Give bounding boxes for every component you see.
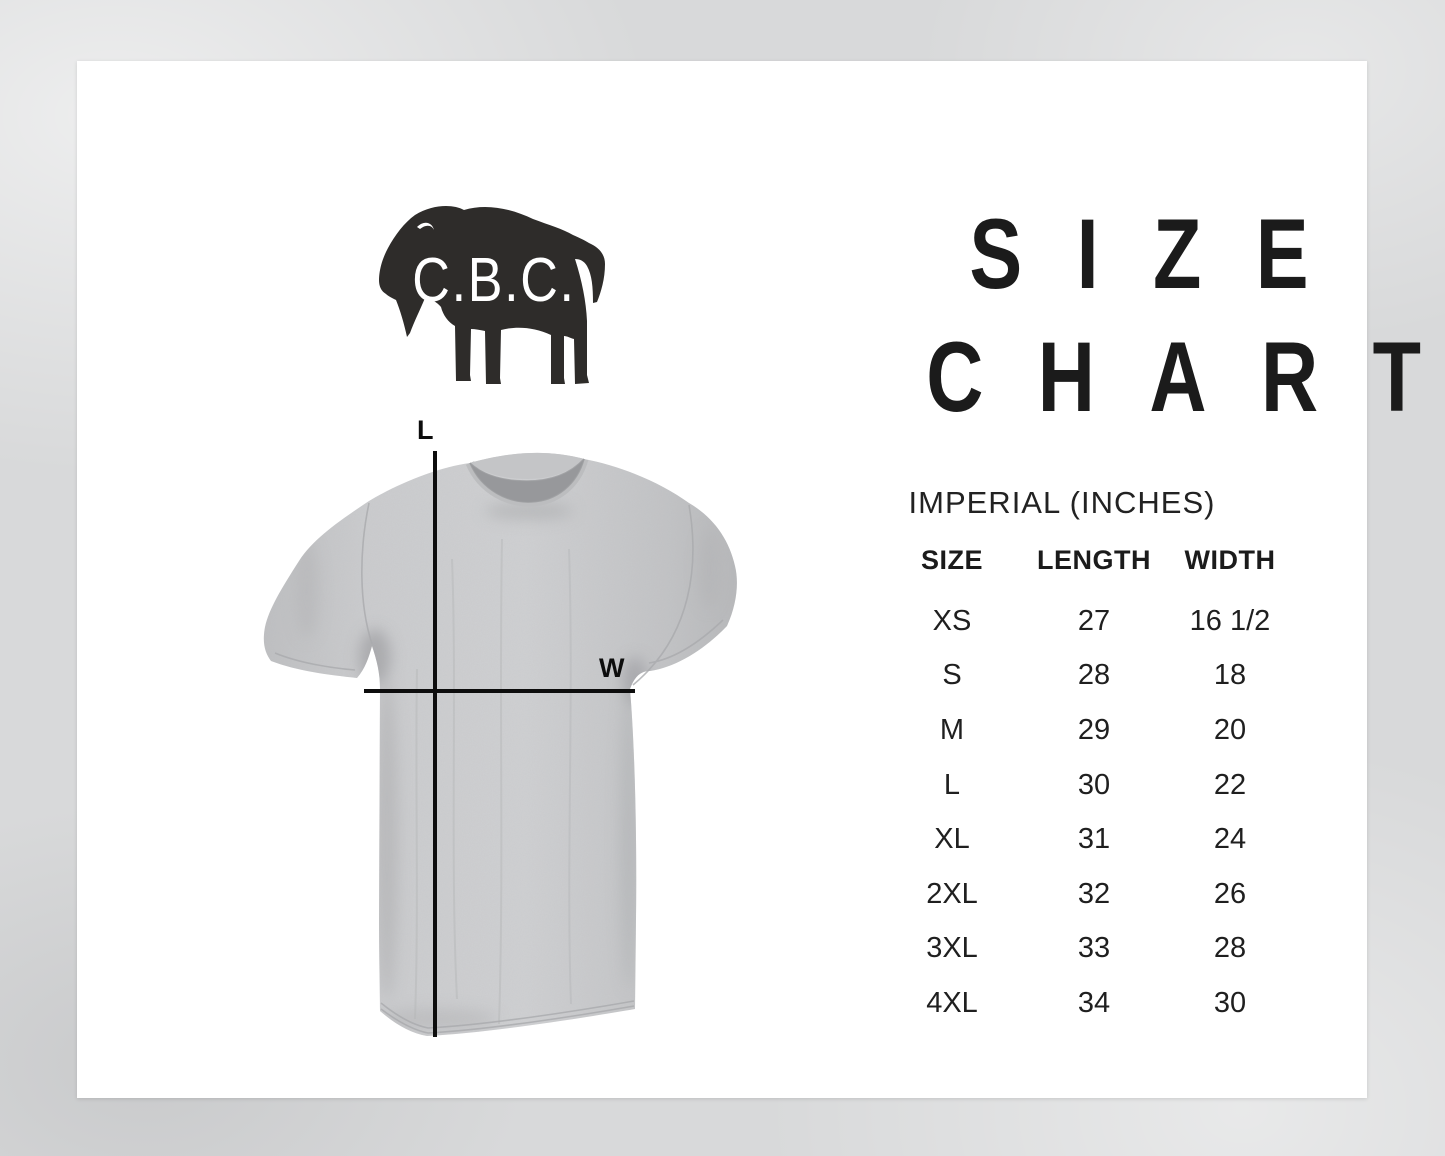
length-label: L	[417, 415, 434, 445]
cell-size: XL	[934, 823, 970, 856]
buffalo-logo: C.B.C.	[379, 205, 605, 384]
seams	[274, 502, 724, 1034]
buffalo-icon	[379, 205, 605, 384]
cell-length: 34	[1077, 986, 1111, 1019]
size-table-body: XS 27 16 1/2 S 28 18 M 29 20 L 30 22 XL …	[852, 594, 1324, 1031]
header-cell-size: SIZE	[920, 545, 983, 575]
table-row: S 28 18	[852, 649, 1324, 704]
collar-opening	[470, 459, 584, 503]
width-label: W	[599, 653, 625, 683]
buffalo-horn	[417, 222, 434, 230]
size-table-header: SIZE LENGTH WIDTH	[852, 543, 1324, 577]
header-cell-length: LENGTH	[1037, 545, 1151, 575]
table-row: 3XL 33 28	[852, 922, 1324, 977]
cell-size: L	[943, 768, 961, 801]
table-row: XS 27 16 1/2	[852, 594, 1324, 649]
cell-size: 4XL	[926, 986, 978, 1019]
cell-size: 3XL	[926, 932, 978, 965]
collar-inner-back	[470, 452, 584, 479]
page-title-line2: CHART	[926, 321, 1445, 432]
table-row: M 29 20	[852, 703, 1324, 758]
cell-length: 31	[1077, 823, 1111, 856]
units-subtitle: IMPERIAL (INCHES)	[908, 485, 1216, 520]
tshirt-image	[263, 452, 737, 1037]
cell-size: M	[939, 713, 965, 746]
cell-width: 22	[1213, 768, 1247, 801]
cell-length: 33	[1077, 932, 1111, 965]
cell-size: XS	[932, 604, 972, 637]
cell-length: 29	[1077, 713, 1111, 746]
collar-stitch	[469, 458, 585, 482]
page-title-line1: SIZE	[969, 198, 1364, 309]
table-row: L 30 22	[852, 758, 1324, 813]
cell-width: 20	[1213, 713, 1247, 746]
cell-width: 30	[1213, 986, 1247, 1019]
width-line	[364, 689, 635, 693]
cell-length: 27	[1077, 604, 1111, 637]
table-row: 4XL 34 30	[852, 976, 1324, 1031]
cell-width: 16 1/2	[1189, 604, 1271, 637]
tshirt-heather-texture	[263, 452, 737, 1037]
card: C.B.C.	[77, 61, 1421, 1098]
cell-length: 32	[1077, 877, 1111, 910]
table-row: 2XL 32 26	[852, 867, 1324, 922]
header-cell-width: WIDTH	[1184, 545, 1276, 575]
collar-rim	[469, 458, 585, 503]
table-row: XL 31 24	[852, 812, 1324, 867]
cell-width: 18	[1213, 659, 1247, 692]
cell-length: 30	[1077, 768, 1111, 801]
cell-width: 28	[1213, 932, 1247, 965]
cell-length: 28	[1077, 659, 1111, 692]
cell-width: 24	[1213, 823, 1247, 856]
cell-size: 2XL	[926, 877, 978, 910]
cell-size: S	[942, 659, 962, 692]
brand-text: C.B.C.	[412, 246, 575, 315]
length-line	[433, 451, 437, 1037]
cell-width: 26	[1213, 877, 1247, 910]
